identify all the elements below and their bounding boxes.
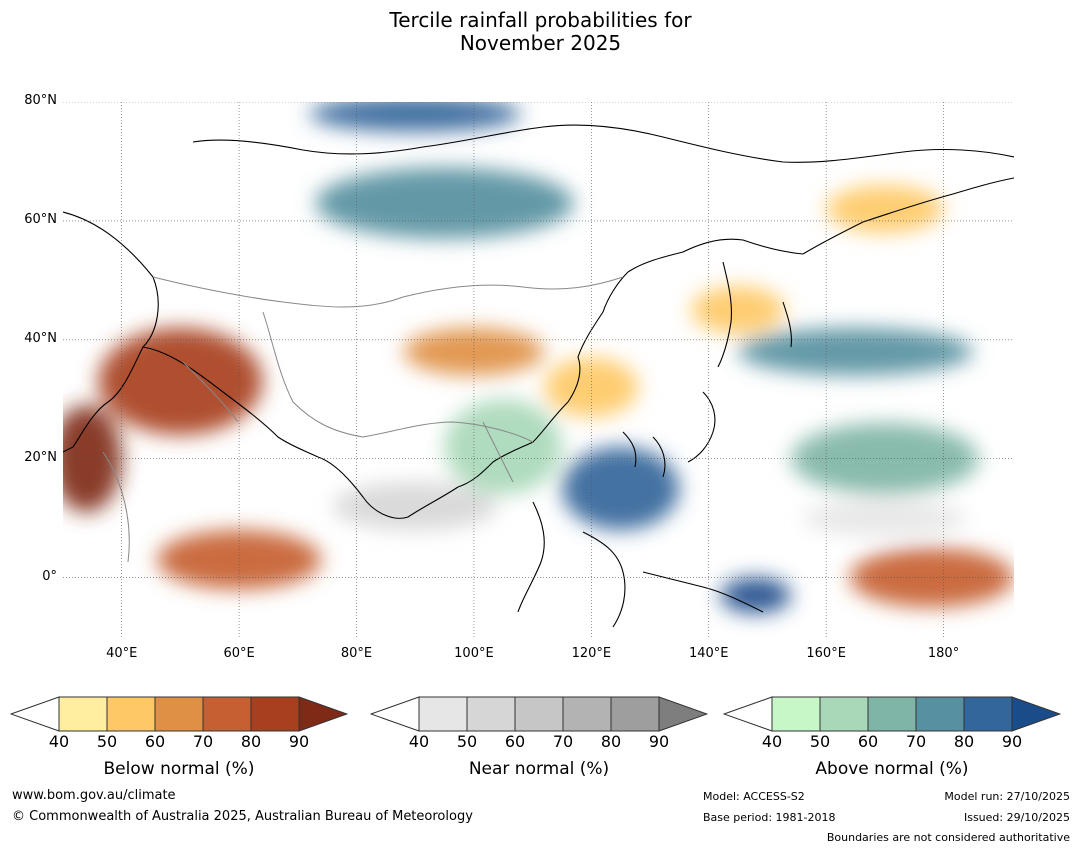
lon-label-5: 140°E bbox=[688, 646, 729, 661]
colorbar-above-tick-0: 40 bbox=[761, 732, 783, 751]
probability-region-above-9 bbox=[309, 102, 521, 132]
colorbar-above-swatch-3 bbox=[915, 696, 965, 732]
colorbar-below-tick-4: 80 bbox=[240, 732, 262, 751]
colorbar-below-tick-1: 50 bbox=[96, 732, 118, 751]
probability-region-below-2 bbox=[156, 530, 322, 590]
colorbar-above-upper-extend bbox=[1011, 696, 1062, 732]
colorbar-near-swatch-3 bbox=[562, 696, 612, 732]
colorbar-near-tick-5: 90 bbox=[648, 732, 670, 751]
lat-label-1: 60°N bbox=[24, 211, 57, 227]
lon-label-1: 60°E bbox=[223, 646, 255, 661]
colorbar-near-lower-extend bbox=[369, 696, 420, 732]
probability-region-below-7 bbox=[826, 185, 944, 233]
gridlines bbox=[63, 102, 1014, 637]
coastlines bbox=[63, 124, 1014, 628]
lat-label-3: 20°N bbox=[24, 449, 57, 465]
probability-region-above-10 bbox=[561, 446, 680, 530]
colorbar-above-normal-title: Above normal (%) bbox=[815, 759, 969, 779]
colorbar-below-normal-title: Below normal (%) bbox=[103, 759, 255, 779]
colorbar-below-tick-3: 70 bbox=[192, 732, 214, 751]
chart-title: Tercile rainfall probabilities for Novem… bbox=[0, 9, 1081, 55]
colorbar-above-tick-3: 70 bbox=[905, 732, 927, 751]
colorbar-above-tick-2: 60 bbox=[857, 732, 879, 751]
country-borders bbox=[102, 276, 624, 563]
map-canvas bbox=[63, 102, 1014, 637]
colorbar-near-swatch-1 bbox=[466, 696, 516, 732]
colorbar-above-lower-extend bbox=[722, 696, 773, 732]
colorbar-near-normal bbox=[369, 696, 709, 738]
colorbar-below-normal bbox=[9, 696, 349, 738]
probability-region-above-8 bbox=[315, 167, 574, 239]
colorbar-below-swatch-3 bbox=[202, 696, 252, 732]
probability-region-below-4 bbox=[849, 547, 1014, 608]
colorbar-above-swatch-2 bbox=[867, 696, 917, 732]
colorbar-above-tick-5: 90 bbox=[1001, 732, 1023, 751]
footer-url: www.bom.gov.au/climate bbox=[12, 788, 176, 803]
footer-base-period: Base period: 1981-2018 bbox=[703, 811, 836, 824]
colorbar-near-tick-2: 60 bbox=[504, 732, 526, 751]
colorbar-near-normal-title: Near normal (%) bbox=[468, 759, 610, 779]
colorbar-near-swatch-4 bbox=[610, 696, 660, 732]
lon-label-7: 180° bbox=[927, 646, 960, 661]
colorbar-below-swatch-2 bbox=[154, 696, 204, 732]
lon-label-0: 40°E bbox=[106, 646, 138, 661]
probability-region-below-6 bbox=[691, 286, 786, 334]
colorbar-below-tick-2: 60 bbox=[144, 732, 166, 751]
colorbar-above-tick-1: 50 bbox=[809, 732, 831, 751]
colorbar-near-swatch-2 bbox=[514, 696, 564, 732]
title-line-1: Tercile rainfall probabilities for bbox=[389, 8, 692, 32]
forecast-map bbox=[63, 102, 1014, 637]
colorbar-below-swatch-4 bbox=[250, 696, 300, 732]
colorbar-near-tick-3: 70 bbox=[552, 732, 574, 751]
title-line-2: November 2025 bbox=[459, 31, 622, 55]
colorbar-near-tick-4: 80 bbox=[600, 732, 622, 751]
colorbar-above-tick-4: 80 bbox=[953, 732, 975, 751]
probability-region-near-15 bbox=[333, 482, 498, 530]
lon-label-6: 160°E bbox=[806, 646, 846, 661]
colorbar-below-lower-extend bbox=[9, 696, 60, 732]
lat-label-4: 0° bbox=[42, 568, 57, 584]
footer-issued: Issued: 29/10/2025 bbox=[963, 811, 1070, 824]
colorbar-near-tick-1: 50 bbox=[456, 732, 478, 751]
probability-region-below-1 bbox=[63, 405, 122, 513]
probability-region-below-0 bbox=[98, 327, 263, 435]
colorbar-near-normal-swatches bbox=[369, 696, 709, 732]
footer-copyright: © Commonwealth of Australia 2025, Austra… bbox=[12, 809, 473, 824]
footer-model-run: Model run: 27/10/2025 bbox=[944, 790, 1070, 803]
colorbar-above-swatch-4 bbox=[963, 696, 1013, 732]
probability-region-above-14 bbox=[444, 399, 562, 495]
colorbar-below-tick-0: 40 bbox=[48, 732, 70, 751]
colorbar-below-normal-swatches bbox=[9, 696, 349, 732]
colorbar-near-swatch-0 bbox=[418, 696, 468, 732]
lon-label-2: 80°E bbox=[340, 646, 373, 661]
probability-region-above-12 bbox=[790, 423, 979, 495]
colorbar-below-tick-5: 90 bbox=[288, 732, 310, 751]
colorbar-above-normal-swatches bbox=[722, 696, 1062, 732]
colorbar-below-upper-extend bbox=[298, 696, 349, 732]
probability-region-above-11 bbox=[738, 327, 973, 376]
footer-disclaimer: Boundaries are not considered authoritat… bbox=[826, 831, 1070, 844]
footer-model: Model: ACCESS-S2 bbox=[703, 790, 805, 803]
colorbar-near-tick-0: 40 bbox=[408, 732, 430, 751]
lat-label-2: 40°N bbox=[24, 330, 57, 346]
colorbar-below-swatch-1 bbox=[106, 696, 156, 732]
lon-label-3: 100°E bbox=[454, 646, 494, 661]
lat-label-0: 80°N bbox=[24, 93, 57, 108]
colorbar-above-normal bbox=[722, 696, 1062, 738]
probability-region-above-13 bbox=[720, 577, 791, 614]
colorbar-near-upper-extend bbox=[658, 696, 709, 732]
colorbar-below-swatch-0 bbox=[58, 696, 108, 732]
probability-region-near-16 bbox=[802, 500, 968, 536]
colorbar-above-swatch-1 bbox=[819, 696, 869, 732]
colorbar-above-swatch-0 bbox=[771, 696, 821, 732]
lon-label-4: 120°E bbox=[571, 646, 612, 661]
